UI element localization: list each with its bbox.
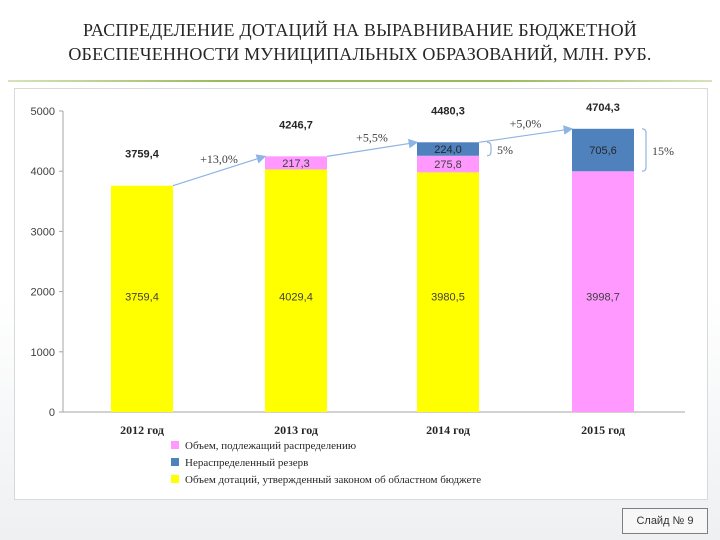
bar-value-label-distributed: 275,8 [434,159,462,171]
slide-title-line-2: ОБЕСПЕЧЕННОСТИ МУНИЦИПАЛЬНЫХ ОБРАЗОВАНИЙ… [68,44,652,64]
x-category-label: 2014 год [426,423,470,437]
y-tick-label: 1000 [31,347,55,359]
subsidy-bar-chart: 0 1000 2000 3000 4000 5000 3759,4 2012 год 4029,… [31,102,685,486]
bar-segment-approved [265,169,327,412]
bar-value-label-approved: 3980,5 [431,292,465,304]
slide-number-button[interactable]: Слайд № 9 [622,508,708,534]
reserve-share-bracket [641,128,647,172]
x-category-label: 2012 год [120,423,164,437]
bar-total-label: 4246,7 [279,119,313,131]
bar-value-label-approved: 4029,4 [279,292,313,304]
slide-title: РАСПРЕДЕЛЕНИЕ ДОТАЦИЙ НА ВЫРАВНИВАНИЕ БЮ… [20,18,700,66]
chart-area: 0 1000 2000 3000 4000 5000 3759,4 2012 год 4029,… [14,88,708,500]
reserve-share-bracket [486,141,492,157]
bar-segment-distributed [265,156,327,170]
reserve-share-label: 5% [497,143,513,157]
bar-segment-reserve [417,142,479,156]
growth-arrow [172,154,267,187]
bar-total-label: 4480,3 [431,105,465,117]
legend-label: Объем, подлежащий распределению [185,440,356,452]
bar-value-label-reserve: 224,0 [434,144,462,156]
bar-total-label: 3759,4 [125,149,160,161]
bar-value-label-distributed: 217,3 [282,158,310,170]
growth-arrow [326,138,419,157]
bar-value-label-approved: 3759,4 [125,292,159,304]
legend-swatch [171,458,179,466]
bar-segment-reserve [572,128,634,172]
bar-segment-approved [111,185,173,412]
y-tick-label: 4000 [31,166,55,178]
slide-title-line-1: РАСПРЕДЕЛЕНИЕ ДОТАЦИЙ НА ВЫРАВНИВАНИЕ БЮ… [83,20,637,40]
x-category-label: 2013 год [274,423,318,437]
y-tick-label: 5000 [31,106,55,118]
y-tick-label: 3000 [31,226,55,238]
legend-swatch [171,475,179,483]
y-tick-label: 0 [49,407,55,419]
legend-swatch [171,441,179,449]
bar-segment-approved [572,171,634,412]
growth-arrow [478,125,574,143]
y-tick-label: 2000 [31,287,55,299]
reserve-share-label: 15% [652,144,674,158]
legend-label: Нераспределенный резерв [185,457,308,469]
legend-label: Объем дотаций, утвержденный законом об о… [185,474,481,486]
bar-value-label-approved: 3998,7 [586,292,620,304]
growth-percent-label: +13,0% [200,152,238,166]
bar-segment-approved [417,172,479,412]
title-divider [8,80,712,82]
growth-percent-label: +5,0% [510,117,542,131]
x-category-label: 2015 год [581,423,625,437]
growth-percent-label: +5,5% [356,130,388,144]
bar-total-label: 4704,3 [586,102,620,114]
bar-value-label-reserve: 705,6 [589,145,617,157]
bar-segment-distributed [417,155,479,173]
